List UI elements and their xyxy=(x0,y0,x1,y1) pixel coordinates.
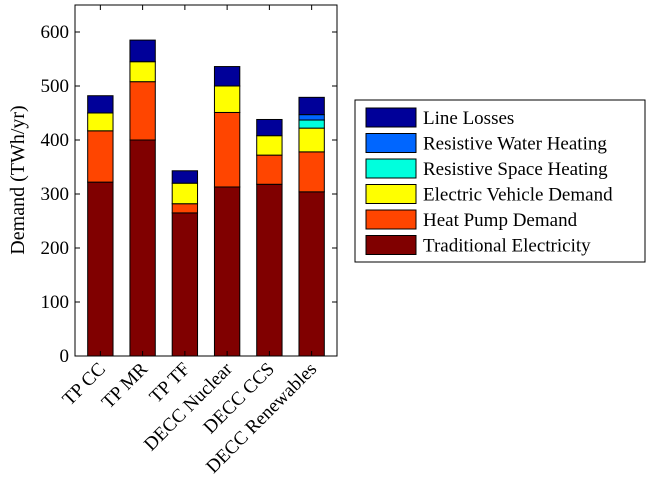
legend-swatch xyxy=(365,158,417,179)
bar-segment xyxy=(213,85,241,113)
plot-area xyxy=(75,5,337,356)
y-tick-label: 500 xyxy=(41,76,70,97)
legend-label: Resistive Space Heating xyxy=(423,159,608,180)
bar-segment xyxy=(129,39,156,63)
y-axis-title: Demand (TWh/yr) xyxy=(7,105,29,254)
legend-swatch xyxy=(365,184,417,204)
legend-label: Resistive Water Heating xyxy=(423,134,607,155)
legend-label: Line Losses xyxy=(423,108,514,129)
legend-swatch xyxy=(365,209,417,230)
bar-segment xyxy=(256,183,283,357)
bar-segment xyxy=(213,111,241,188)
y-tick-label: 600 xyxy=(41,22,70,43)
bar-segment xyxy=(256,154,283,185)
bar-segment xyxy=(171,170,199,184)
y-tick-label: 400 xyxy=(41,130,70,151)
bar-segment xyxy=(171,212,199,357)
bar-segment xyxy=(298,151,325,193)
y-tick-label: 200 xyxy=(41,238,70,259)
bar-segment xyxy=(256,118,283,137)
legend: Line Losses Resistive Water Heating Resist… xyxy=(354,99,646,263)
bar-segment xyxy=(298,127,325,153)
bar-segment xyxy=(87,112,114,132)
bar-segment xyxy=(298,114,325,121)
y-tick-label: 100 xyxy=(41,292,70,313)
bar-segment xyxy=(298,191,325,357)
legend-swatch xyxy=(365,133,417,153)
legend-label: Heat Pump Demand xyxy=(423,210,578,231)
bar-segment xyxy=(87,95,114,114)
bars-layer xyxy=(87,39,325,357)
bar-segment xyxy=(256,135,283,156)
bar-segment xyxy=(129,139,156,357)
bar-segment xyxy=(298,96,325,116)
x-tick-label: TP MR xyxy=(98,358,153,413)
y-tick-label: 0 xyxy=(60,346,70,367)
y-axis: 0 100 200 300 400 500 600 xyxy=(41,22,337,367)
legend-label: Electric Vehicle Demand xyxy=(423,185,613,206)
bar-segment xyxy=(129,61,156,83)
bar-segment xyxy=(87,130,114,183)
bar-segment xyxy=(171,203,199,214)
legend-swatch xyxy=(365,235,417,255)
bar-segment xyxy=(87,181,114,357)
y-tick-label: 300 xyxy=(41,184,70,205)
legend-swatch xyxy=(365,107,417,128)
bar-segment xyxy=(213,66,241,87)
legend-label: Traditional Electricity xyxy=(423,236,591,257)
bar-segment xyxy=(129,81,156,141)
bar-segment xyxy=(213,186,241,357)
plot-frame xyxy=(74,4,338,357)
bar-segment xyxy=(171,182,199,205)
bar-segment xyxy=(298,119,325,129)
